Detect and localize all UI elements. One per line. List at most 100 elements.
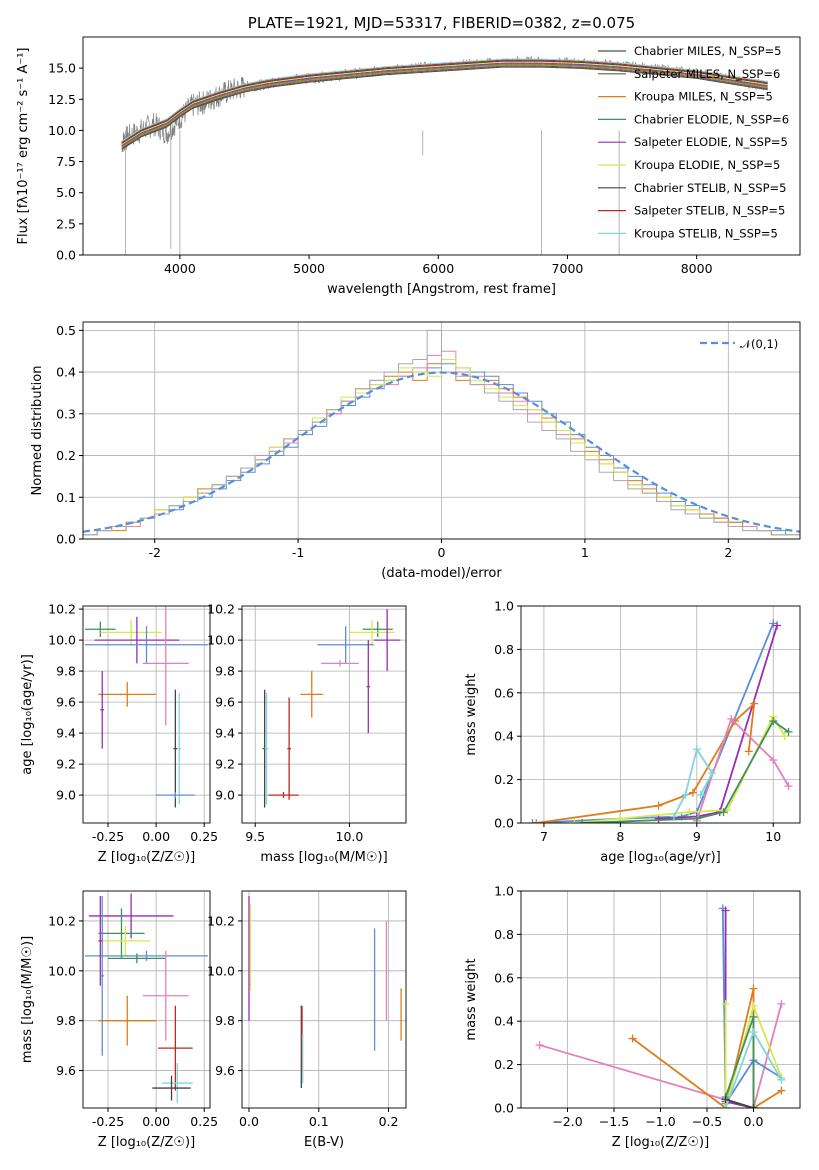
age_vs_Z-points — [84, 606, 209, 808]
age_vs_mass-ytick-label: 9.0 — [215, 788, 235, 803]
age_vs_mass-points — [262, 609, 401, 808]
massweight-line — [721, 908, 782, 1107]
massweight_vs_age-ytick-label: 0.6 — [494, 685, 514, 700]
massweight_vs_Z-xtick-label: −2.0 — [552, 1114, 582, 1129]
mass_vs_Z-ytick-label: 9.8 — [56, 1013, 76, 1028]
residuals-xlabel: (data-model)/error — [381, 566, 502, 581]
gaussian-curve — [83, 371, 800, 533]
massweight-marker — [688, 788, 697, 797]
age_vs_Z-xtick-label: -0.25 — [92, 829, 124, 844]
massweight_vs_Z-xtick-label: −1.0 — [645, 1114, 675, 1129]
massweight-marker — [749, 1012, 758, 1021]
mass_vs_EBV-ytick-label: 10.2 — [207, 913, 235, 928]
massweight-marker — [570, 819, 579, 823]
massweight_vs_age-ytick-label: 0.8 — [494, 642, 514, 657]
massweight_vs_Z-xtick-label: −1.5 — [599, 1114, 629, 1129]
spectrum-model-line — [121, 64, 768, 148]
legend-entry: Salpeter ELODIE, N_SSP=5 — [634, 135, 788, 149]
legend-entry: Chabrier ELODIE, N_SSP=6 — [634, 112, 789, 126]
age_vs_mass-xtick-label: 10.0 — [336, 829, 364, 844]
residuals-ylabel: Normed distribution — [30, 366, 45, 496]
spectrum-model-line — [121, 62, 768, 146]
mass_vs_EBV-xlabel: E(B-V) — [304, 1135, 344, 1150]
spectrum-model-line — [121, 58, 768, 142]
spectrum-xlabel: wavelength [Angstrom, rest frame] — [327, 282, 556, 297]
massweight_vs_age-ytick-label: 0.0 — [494, 816, 514, 831]
residuals-xtick-label: 1 — [581, 545, 589, 560]
massweight_vs_age-xtick-label: 10 — [765, 829, 781, 844]
mass_vs_EBV-frame — [241, 890, 407, 1109]
massweight-marker — [721, 1104, 730, 1108]
massweight-marker — [749, 1104, 758, 1108]
mass_vs_Z-xtick-label: 0.25 — [190, 1114, 218, 1129]
massweight_vs_Z-frame — [520, 890, 801, 1109]
legend-entry: Kroupa ELODIE, N_SSP=5 — [634, 158, 780, 172]
massweight_vs_age-frame — [520, 605, 801, 824]
massweight-marker — [744, 747, 753, 756]
massweight-marker — [784, 782, 793, 791]
massweight_vs_age-xtick-label: 7 — [540, 829, 548, 844]
massweight-marker — [721, 999, 730, 1008]
mass_vs_Z-xtick-label: 0.00 — [142, 1114, 170, 1129]
mass_vs_EBV-axes — [238, 891, 406, 1112]
legend-entry: Kroupa STELIB, N_SSP=5 — [634, 226, 778, 240]
residuals-xtick-label: 2 — [724, 545, 732, 560]
spectrum-title: PLATE=1921, MJD=53317, FIBERID=0382, z=0… — [248, 14, 635, 32]
spectrum-model-line — [121, 59, 768, 143]
legend-entry: Chabrier MILES, N_SSP=5 — [634, 44, 781, 58]
mass_vs_Z-frame — [82, 890, 211, 1109]
age_vs_Z-ytick-label: 9.4 — [56, 726, 76, 741]
massweight-marker — [692, 814, 701, 823]
spectrum-model-line — [121, 60, 768, 144]
mass_vs_EBV-points — [248, 895, 402, 1089]
massweight-marker — [532, 819, 541, 823]
age_vs_mass-xtick-label: 9.5 — [245, 829, 265, 844]
massweight-marker — [749, 984, 758, 993]
massweight-marker — [769, 717, 778, 726]
massweight-marker — [685, 808, 694, 817]
age_vs_Z-ytick-label: 9.8 — [56, 664, 76, 679]
age_vs_Z-ytick-label: 10.2 — [48, 602, 76, 617]
residuals-ytick-label: 0.2 — [56, 448, 76, 463]
gaussian-legend-label: 𝒩(0,1) — [740, 337, 778, 351]
mass_vs_Z-ylabel: mass [log₁₀(M/M☉)] — [20, 936, 35, 1063]
spectrum-ytick-label: 2.5 — [56, 216, 76, 231]
massweight-marker — [628, 1034, 637, 1043]
age_vs_Z-axes — [79, 606, 210, 827]
massweight-marker — [669, 812, 678, 821]
spectrum-model-line — [121, 63, 768, 147]
residuals-ytick-label: 0.4 — [56, 365, 76, 380]
legend-entry: Chabrier STELIB, N_SSP=5 — [634, 181, 786, 195]
massweight_vs_Z-xtick-label: −0.5 — [692, 1114, 722, 1129]
legend-entry: Salpeter STELIB, N_SSP=5 — [634, 204, 785, 218]
massweight_vs_Z-ytick-label: 0.2 — [494, 1057, 514, 1072]
massweight-marker — [528, 819, 537, 823]
massweight_vs_Z-ytick-label: 0.0 — [494, 1101, 514, 1116]
mass_vs_EBV-ytick-label: 10.0 — [207, 963, 235, 978]
age_vs_mass-xlabel: mass [log₁₀(M/M☉)] — [260, 850, 387, 865]
mass_vs_EBV-xtick-label: 0.1 — [309, 1114, 329, 1129]
age_vs_mass-ytick-label: 10.2 — [207, 602, 235, 617]
age_vs_mass-ytick-label: 9.8 — [215, 664, 235, 679]
massweight_vs_age-axes — [517, 605, 800, 827]
spectrum-ytick-label: 15.0 — [48, 61, 76, 76]
mass_vs_Z-ytick-label: 9.6 — [56, 1063, 76, 1078]
massweight-line — [574, 714, 786, 823]
massweight_vs_age-ylabel: mass weight — [464, 673, 479, 755]
mass_vs_Z-ytick-label: 10.2 — [48, 913, 76, 928]
spectrum-ytick-label: 7.5 — [56, 154, 76, 169]
massweight_vs_age-ytick-label: 1.0 — [494, 599, 514, 614]
massweight_vs_age-ytick-label: 0.2 — [494, 772, 514, 787]
age_vs_Z-xtick-label: 0.25 — [190, 829, 218, 844]
massweight-marker — [777, 1086, 786, 1095]
age_vs_Z-ytick-label: 9.6 — [56, 695, 76, 710]
legend-entry: Kroupa MILES, N_SSP=5 — [634, 90, 773, 104]
spectrum-xtick-label: 4000 — [164, 261, 196, 276]
massweight-marker — [727, 714, 736, 723]
massweight-marker — [777, 1075, 786, 1084]
spectrum-ytick-label: 5.0 — [56, 185, 76, 200]
age_vs_Z-ylabel: age [log₁₀(age/yr)] — [20, 654, 35, 775]
massweight-marker — [749, 1028, 758, 1037]
massweight-line — [539, 1003, 783, 1108]
age_vs_mass-ytick-label: 9.2 — [215, 757, 235, 772]
